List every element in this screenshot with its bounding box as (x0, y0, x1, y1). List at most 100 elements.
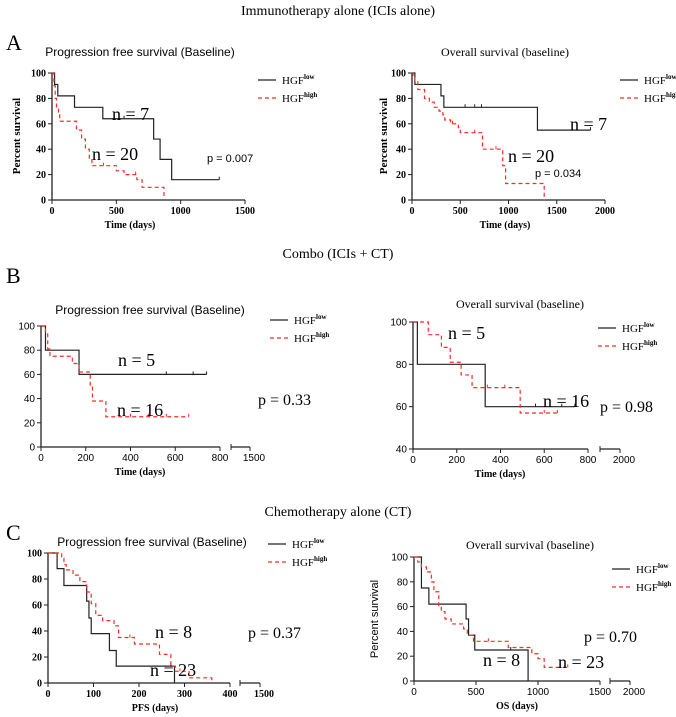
legend-superscript: low (314, 537, 325, 545)
chart-title: Overall survival (baseline) (441, 45, 569, 59)
legend-low-label: HGFlow (644, 73, 676, 87)
n-label: n = 20 (92, 144, 138, 164)
legend-prefix: HGF (292, 539, 314, 551)
legend-high-label: HGFhigh (622, 339, 657, 353)
x-tick-label: 500 (468, 687, 485, 698)
legend-prefix: HGF (622, 323, 644, 335)
x-tick-label: 1500 (235, 206, 255, 217)
x-axis-label: Time (days) (480, 220, 531, 231)
legend-superscript: high (644, 339, 657, 347)
p-value: p = 0.034 (535, 168, 581, 180)
legend-high-label: HGFhigh (292, 555, 327, 569)
hgf-high-curve (412, 72, 545, 200)
n-label: n = 16 (117, 400, 163, 420)
x-tick-label: 1500 (547, 206, 567, 217)
x-tick-label: 600 (536, 455, 553, 466)
hgf-low-curve (48, 552, 176, 683)
p-value: p = 0.37 (248, 625, 301, 642)
x-axis-label: PFS (days) (132, 703, 178, 714)
y-tick-label: 60 (36, 119, 46, 130)
y-tick-label: 100 (27, 549, 42, 560)
x-tick-label: 100 (86, 689, 101, 700)
y-axis-label: Percent survival (11, 98, 23, 174)
legend-high-label: HGFhigh (636, 580, 671, 594)
y-tick-label: 0 (402, 677, 408, 688)
y-tick-label: 60 (396, 402, 408, 413)
x-tick-label: 200 (77, 453, 94, 464)
x-tick-label: 400 (223, 689, 238, 700)
legend-high-label: HGFhigh (644, 91, 676, 105)
legend-prefix: HGF (282, 75, 304, 87)
chart-title: Overall survival (baseline) (456, 297, 584, 311)
y-tick-label: 40 (396, 145, 406, 156)
y-tick-label: 80 (396, 360, 408, 371)
legend-superscript: low (316, 313, 327, 321)
legend-prefix: HGF (622, 341, 644, 353)
legend-prefix: HGF (636, 582, 658, 594)
legend-low-label: HGFlow (294, 313, 327, 327)
x-axis-label: Time (days) (105, 220, 156, 231)
km-panel: Overall survival (baseline) 0 20 40 60 80 100 0… (369, 538, 671, 712)
y-tick-label: 100 (18, 322, 35, 333)
legend-superscript: high (666, 91, 676, 99)
x-tick-label: 0 (50, 206, 55, 217)
p-value: p = 0.33 (258, 392, 311, 409)
x-tick-label: 200 (132, 689, 147, 700)
y-tick-label: 40 (36, 145, 46, 156)
legend-superscript: low (658, 562, 669, 570)
section-title: Combo (ICIs + CT) (283, 247, 394, 262)
x-axis-label: Time (days) (475, 469, 526, 480)
legend-low-label: HGFlow (292, 537, 325, 551)
panel-letter: C (6, 520, 21, 545)
y-tick-label: 60 (397, 602, 409, 613)
x-tick-label: 2000 (595, 206, 615, 217)
x-tick-label: 500 (453, 206, 468, 217)
legend-superscript: low (304, 73, 315, 81)
y-tick-label: 60 (396, 119, 406, 130)
y-tick-label: 20 (397, 652, 409, 663)
x-tick-label: 2000 (623, 687, 646, 698)
km-panel: Overall survival (baseline)0204060801000… (378, 45, 676, 231)
hgf-high-curve (52, 72, 165, 200)
y-tick-label: 20 (396, 170, 406, 181)
legend-prefix: HGF (636, 564, 658, 576)
y-tick-label: 100 (391, 69, 406, 80)
y-tick-label: 40 (397, 627, 409, 638)
chart-title: Overall survival (baseline) (466, 538, 594, 552)
y-tick-label: 100 (31, 69, 46, 80)
panel-letter: A (6, 30, 22, 55)
y-tick-label: 80 (24, 346, 36, 357)
y-tick-label: 20 (24, 418, 36, 429)
y-tick-label: 40 (396, 445, 408, 456)
hgf-high-curve (414, 556, 568, 668)
x-tick-label: 1500 (254, 689, 274, 700)
x-tick-label: 0 (38, 453, 44, 464)
legend-superscript: low (666, 73, 676, 81)
x-tick-label: 400 (122, 453, 139, 464)
y-tick-label: 80 (397, 577, 409, 588)
x-tick-label: 1500 (589, 687, 612, 698)
x-tick-label: 0 (411, 687, 417, 698)
legend-prefix: HGF (644, 93, 666, 105)
y-tick-label: 100 (390, 318, 407, 329)
chart-title: Progression free survival (Baseline) (55, 303, 244, 317)
legend-superscript: high (316, 331, 329, 339)
km-panel: Progression free survival (Baseline) 0 20 4… (18, 303, 329, 478)
y-axis-label: Percent survival (369, 580, 381, 658)
x-tick-label: 200 (448, 455, 465, 466)
y-tick-label: 80 (396, 94, 406, 105)
x-tick-label: 600 (167, 453, 184, 464)
legend-superscript: high (658, 580, 671, 588)
x-tick-label: 800 (580, 455, 597, 466)
section-title: Chemotherapy alone (CT) (265, 505, 412, 520)
n-label: n = 5 (448, 323, 485, 343)
p-value: p = 0.70 (584, 629, 637, 646)
y-tick-label: 100 (391, 553, 408, 564)
hgf-low-curve (412, 72, 591, 131)
n-label: n = 16 (543, 391, 589, 411)
x-axis-label: Time (days) (115, 467, 166, 478)
y-tick-label: 0 (37, 679, 42, 690)
n-label: n = 20 (508, 146, 554, 166)
y-tick-label: 20 (36, 170, 46, 181)
